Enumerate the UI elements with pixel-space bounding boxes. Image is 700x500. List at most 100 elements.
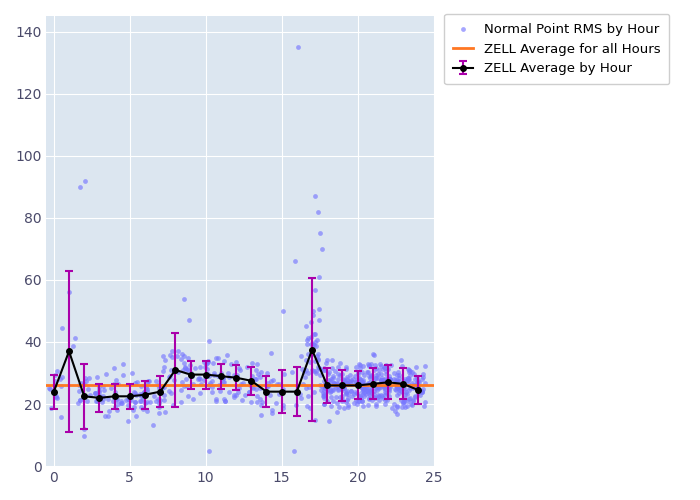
Normal Point RMS by Hour [337,370,348,378]
Normal Point RMS by Hour [337,384,348,392]
Normal Point RMS by Hour [159,383,170,391]
Normal Point RMS by Hour [405,370,416,378]
Normal Point RMS by Hour [98,386,109,394]
Normal Point RMS by Hour [379,386,391,394]
Normal Point RMS by Hour [370,402,382,410]
Normal Point RMS by Hour [83,374,94,382]
Normal Point RMS by Hour [393,374,405,382]
Normal Point RMS by Hour [368,392,379,400]
Normal Point RMS by Hour [365,386,377,394]
Normal Point RMS by Hour [210,398,221,406]
Normal Point RMS by Hour [96,398,107,406]
Normal Point RMS by Hour [402,374,414,382]
Normal Point RMS by Hour [57,373,68,381]
Normal Point RMS by Hour [244,388,255,396]
Normal Point RMS by Hour [158,352,169,360]
Normal Point RMS by Hour [396,362,407,370]
Normal Point RMS by Hour [418,402,429,409]
Normal Point RMS by Hour [251,360,262,368]
Normal Point RMS by Hour [335,380,346,388]
Normal Point RMS by Hour [337,386,348,394]
Normal Point RMS by Hour [308,330,319,338]
Normal Point RMS by Hour [134,397,146,405]
Normal Point RMS by Hour [416,388,428,396]
Normal Point RMS by Hour [159,391,170,399]
Normal Point RMS by Hour [138,396,149,404]
Normal Point RMS by Hour [341,388,352,396]
Normal Point RMS by Hour [384,375,395,383]
Normal Point RMS by Hour [375,392,386,400]
Normal Point RMS by Hour [305,318,316,326]
Normal Point RMS by Hour [304,404,316,412]
Normal Point RMS by Hour [296,394,307,402]
Normal Point RMS by Hour [407,384,418,392]
Normal Point RMS by Hour [300,366,312,374]
Normal Point RMS by Hour [355,375,366,383]
Normal Point RMS by Hour [413,378,424,386]
Normal Point RMS by Hour [307,340,318,347]
Normal Point RMS by Hour [379,379,390,387]
Normal Point RMS by Hour [150,398,161,406]
Normal Point RMS by Hour [313,364,324,372]
Normal Point RMS by Hour [384,372,395,380]
Normal Point RMS by Hour [52,394,63,402]
Normal Point RMS by Hour [318,388,329,396]
Normal Point RMS by Hour [50,392,62,400]
Normal Point RMS by Hour [74,396,85,404]
Normal Point RMS by Hour [381,380,392,388]
Normal Point RMS by Hour [253,370,264,378]
Normal Point RMS by Hour [360,381,371,389]
Normal Point RMS by Hour [356,394,367,402]
Normal Point RMS by Hour [403,366,414,374]
Normal Point RMS by Hour [249,376,260,384]
Normal Point RMS by Hour [356,384,368,392]
Normal Point RMS by Hour [262,382,274,390]
Normal Point RMS by Hour [365,390,376,398]
Normal Point RMS by Hour [184,362,195,370]
Normal Point RMS by Hour [213,354,224,362]
Normal Point RMS by Hour [340,365,351,373]
Normal Point RMS by Hour [379,396,390,404]
Normal Point RMS by Hour [363,360,374,368]
Normal Point RMS by Hour [358,386,369,394]
Normal Point RMS by Hour [246,383,258,391]
Normal Point RMS by Hour [358,385,370,393]
Normal Point RMS by Hour [369,374,380,382]
Normal Point RMS by Hour [373,391,384,399]
Normal Point RMS by Hour [200,360,211,368]
Normal Point RMS by Hour [342,375,353,383]
Normal Point RMS by Hour [246,380,258,388]
Normal Point RMS by Hour [46,404,57,411]
Normal Point RMS by Hour [377,394,388,402]
Normal Point RMS by Hour [377,392,388,400]
Normal Point RMS by Hour [272,380,283,388]
Normal Point RMS by Hour [340,364,351,372]
Normal Point RMS by Hour [419,362,430,370]
Normal Point RMS by Hour [363,380,374,388]
Normal Point RMS by Hour [391,382,402,390]
Normal Point RMS by Hour [357,384,368,392]
Normal Point RMS by Hour [388,374,399,382]
Normal Point RMS by Hour [318,364,330,372]
Normal Point RMS by Hour [218,374,229,382]
Normal Point RMS by Hour [318,376,329,384]
Normal Point RMS by Hour [164,350,175,358]
Normal Point RMS by Hour [262,378,274,386]
Normal Point RMS by Hour [278,370,289,378]
Normal Point RMS by Hour [202,370,214,378]
Normal Point RMS by Hour [368,366,379,374]
Normal Point RMS by Hour [349,399,360,407]
Normal Point RMS by Hour [399,404,410,411]
Normal Point RMS by Hour [382,365,393,373]
Normal Point RMS by Hour [321,380,332,388]
Normal Point RMS by Hour [318,386,329,394]
Normal Point RMS by Hour [265,348,276,356]
Normal Point RMS by Hour [219,398,230,406]
Normal Point RMS by Hour [389,408,400,416]
Normal Point RMS by Hour [140,384,151,392]
Normal Point RMS by Hour [328,379,339,387]
Normal Point RMS by Hour [230,390,241,398]
Normal Point RMS by Hour [392,384,403,392]
Normal Point RMS by Hour [362,401,373,409]
Normal Point RMS by Hour [302,402,313,410]
